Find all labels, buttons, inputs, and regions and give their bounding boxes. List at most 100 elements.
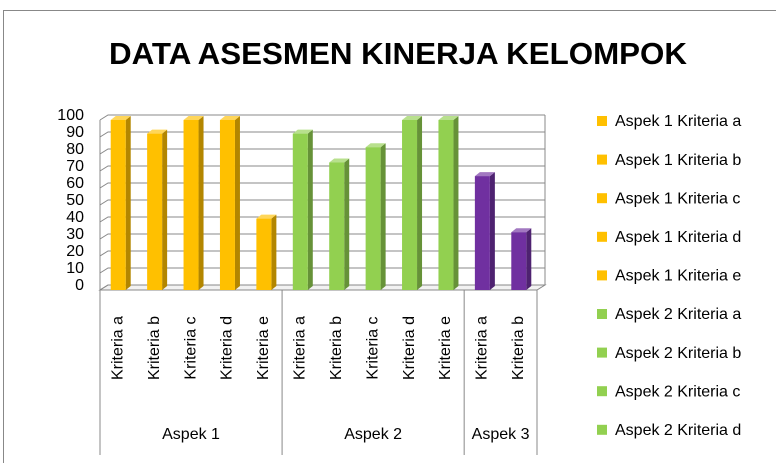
y-tick-label: 60 [66,175,84,192]
legend-swatch [597,270,607,281]
bar-front [183,120,199,290]
bar [402,116,423,290]
bar [183,116,204,290]
legend-swatch [597,309,607,319]
bar-top [474,172,495,177]
x-tick-label: Kriteria e [437,316,454,380]
group-label: Aspek 2 [344,426,402,443]
bar-front [147,133,163,290]
bar [474,172,495,290]
bar-side [417,116,423,290]
grid-line [99,199,545,206]
y-tick-label: 0 [75,277,84,294]
y-tick-label: 40 [66,209,84,226]
bar-top [219,116,240,120]
bar-front [474,176,490,290]
bar-top [110,116,131,120]
bar-front [219,120,235,290]
grid-line [99,267,545,274]
bar [329,158,350,290]
legend-swatch [597,116,607,126]
grid-line [99,148,545,155]
grid-line [99,114,545,121]
legend-swatch [597,386,607,397]
bar-top [329,158,350,163]
bar-top [365,143,386,148]
bar-front [402,120,418,290]
legend-label: Aspek 2 Kriteria c [615,383,740,400]
bar [147,129,168,290]
bar-top [402,116,423,120]
y-tick-label: 90 [66,124,84,141]
bar-side [234,116,240,290]
bar-side [198,116,204,290]
legend-label: Aspek 1 Kriteria d [615,229,741,246]
bar-side [271,214,277,290]
x-tick-label: Kriteria b [146,316,163,380]
y-tick-label: 50 [66,192,84,209]
x-tick-label: Kriteria c [182,316,199,379]
legend-label: Aspek 1 Kriteria b [615,152,741,169]
bar [256,214,277,290]
bar-front [438,120,454,290]
bar [511,228,532,290]
bar-side [380,143,386,290]
bar [365,143,386,290]
chart-border [3,10,776,463]
bar-side [489,172,495,290]
y-tick-label: 30 [66,226,84,243]
x-tick-label: Kriteria a [474,316,491,380]
legend-swatch [597,424,607,435]
legend-label: Aspek 2 Kriteria b [615,345,741,362]
x-tick-label: Kriteria a [109,316,126,380]
legend-swatch [597,231,607,242]
x-tick-label: Kriteria e [255,316,272,380]
bar-top [147,129,168,134]
grid-line [99,250,545,257]
grid-line [99,165,545,172]
bar-front [292,133,308,290]
grid-line [99,284,545,291]
bar-top [183,116,204,120]
bar [110,116,131,290]
x-tick-label: Kriteria b [510,316,527,380]
x-tick-label: Kriteria b [328,316,345,380]
legend-label: Aspek 2 Kriteria d [615,422,741,439]
bar-front [256,218,272,290]
legend-swatch [597,193,607,204]
bar-side [526,228,532,290]
legend-label: Aspek 2 Kriteria a [615,306,741,323]
bar-side [125,116,131,290]
bar [292,129,313,290]
grid-line [99,182,545,189]
grid-line [99,233,545,240]
y-tick-label: 10 [66,260,84,277]
bar-top [511,228,532,233]
legend-label: Aspek 1 Kriteria e [615,268,741,285]
bar-top [292,129,313,134]
x-tick-label: Kriteria d [401,316,418,380]
legend-label: Aspek 1 Kriteria a [615,113,741,130]
bar-side [307,129,313,290]
bar [219,116,240,290]
bar-front [329,162,345,290]
grid-line [99,131,545,138]
group-label: Aspek 1 [162,426,220,443]
bar [438,116,459,290]
bar-side [344,158,350,290]
y-tick-label: 70 [66,158,84,175]
group-label: Aspek 3 [472,426,530,443]
bar-side [162,129,168,290]
bar-front [365,147,381,290]
x-tick-label: Kriteria a [292,316,309,380]
legend-swatch [597,154,607,165]
x-tick-label: Kriteria c [364,316,381,379]
chart-title: DATA ASESMEN KINERJA KELOMPOK [109,36,688,71]
y-tick-label: 20 [66,243,84,260]
legend-swatch [597,347,607,358]
y-tick-label: 100 [57,107,84,124]
bar-top [256,214,277,219]
y-tick-label: 80 [66,141,84,158]
bar-side [453,116,459,290]
